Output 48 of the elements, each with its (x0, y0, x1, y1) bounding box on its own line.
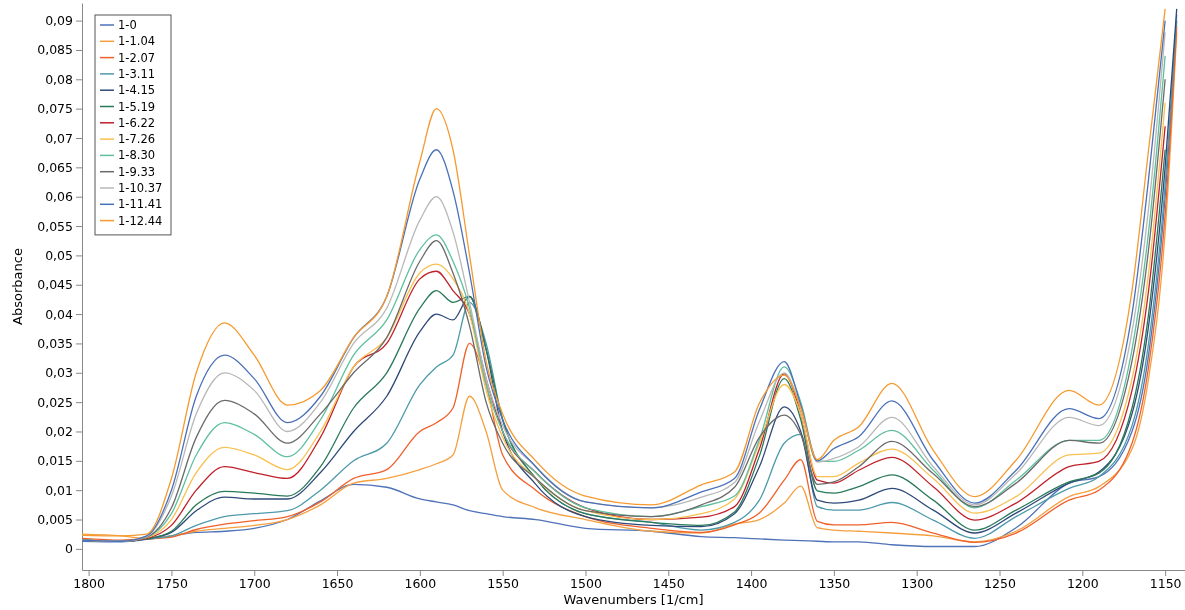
x-axis-title: Wavenumbers [1/cm] (563, 592, 704, 607)
x-tick-label: 1300 (901, 575, 934, 591)
y-tick-label: 0,005 (37, 512, 73, 528)
y-tick-label: 0,075 (37, 101, 73, 117)
y-tick-label: 0,03 (45, 365, 73, 381)
x-tick-label: 1200 (1066, 575, 1099, 591)
x-tick-label: 1350 (818, 575, 851, 591)
y-tick-label: 0,065 (37, 159, 73, 175)
legend-label: 1-2.07 (118, 50, 156, 65)
y-tick-label: 0 (65, 541, 74, 557)
legend-label: 1-11.41 (118, 197, 163, 212)
legend-label: 1-8.30 (118, 148, 156, 163)
y-tick-label: 0,04 (45, 306, 74, 322)
x-tick-label: 1650 (321, 575, 354, 591)
x-tick-label: 1600 (404, 575, 437, 591)
legend-label: 1-6.22 (118, 115, 156, 130)
x-tick-label: 1750 (156, 575, 188, 591)
y-tick-label: 0,08 (45, 71, 74, 87)
legend-label: 1-12.44 (118, 213, 163, 228)
x-tick-label: 1150 (1149, 575, 1182, 591)
legend-label: 1-5.19 (118, 99, 156, 114)
legend-label: 1-4.15 (118, 83, 156, 98)
y-tick-label: 0,045 (37, 277, 73, 293)
x-tick-label: 1400 (735, 575, 768, 591)
legend-label: 1-9.33 (118, 164, 156, 179)
y-tick-label: 0,06 (45, 189, 74, 205)
x-tick-label: 1450 (652, 575, 685, 591)
y-tick-label: 0,055 (37, 218, 73, 234)
y-tick-label: 0,035 (37, 335, 73, 351)
y-tick-label: 0,07 (45, 130, 73, 146)
x-tick-label: 1250 (984, 575, 1016, 591)
y-tick-label: 0,025 (37, 394, 73, 410)
y-tick-label: 0,05 (45, 247, 73, 263)
x-tick-label: 1550 (487, 575, 520, 591)
x-tick-label: 1800 (73, 575, 106, 591)
y-tick-label: 0,09 (45, 13, 74, 29)
legend-label: 1-0 (118, 18, 137, 32)
legend-label: 1-3.11 (118, 66, 156, 81)
legend-label: 1-7.26 (118, 132, 156, 147)
legend-label: 1-10.37 (118, 181, 163, 195)
legend-label: 1-1.04 (118, 34, 156, 49)
y-axis-title: Absorbance (10, 248, 25, 325)
y-tick-label: 0,085 (37, 42, 73, 58)
y-tick-label: 0,015 (37, 453, 73, 469)
y-tick-label: 0,01 (45, 482, 73, 498)
x-tick-label: 1700 (238, 575, 271, 591)
x-tick-label: 1500 (570, 575, 602, 591)
y-tick-label: 0,02 (45, 423, 73, 439)
